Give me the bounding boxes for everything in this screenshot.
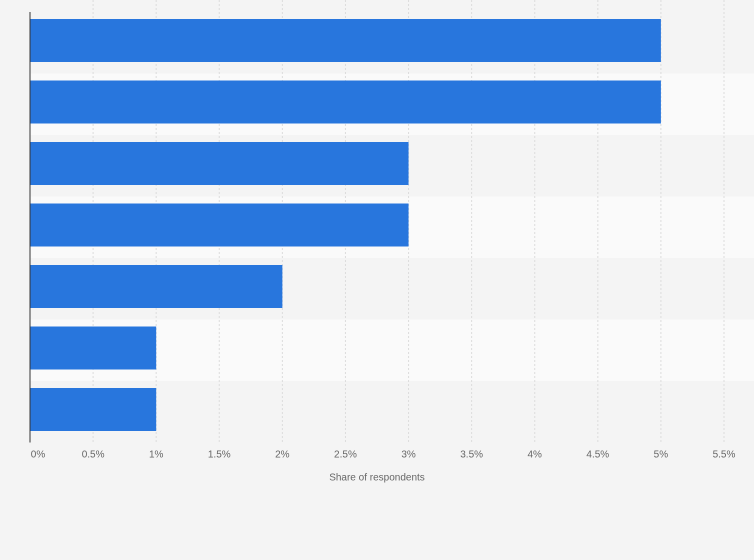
x-tick-label: 4% — [528, 450, 543, 461]
bar[interactable] — [30, 19, 661, 62]
x-axis-title: Share of respondents — [329, 473, 425, 484]
bar[interactable] — [30, 326, 157, 370]
x-axis-ticks: 0% 0.5% 1% 1.5% 2% 2.5% 3% 3.5% 4% 4.5% 5% 5.5% — [31, 450, 736, 461]
x-tick-label: 3.5% — [460, 450, 483, 461]
bars — [30, 19, 661, 431]
x-tick-label: 3% — [401, 450, 416, 461]
bar[interactable] — [30, 388, 157, 431]
bar[interactable] — [30, 142, 409, 185]
x-tick-label: 5.5% — [713, 450, 736, 461]
x-tick-label: 0.5% — [82, 450, 105, 461]
x-tick-label: 2% — [275, 450, 290, 461]
bar[interactable] — [30, 80, 661, 124]
bar[interactable] — [30, 265, 283, 308]
x-tick-label: 4.5% — [586, 450, 609, 461]
x-tick-label: 1% — [149, 450, 164, 461]
x-tick-label: 2.5% — [334, 450, 357, 461]
x-tick-label: 5% — [654, 450, 669, 461]
x-tick-label: 0% — [31, 450, 46, 461]
bar[interactable] — [30, 203, 409, 247]
x-tick-label: 1.5% — [208, 450, 231, 461]
